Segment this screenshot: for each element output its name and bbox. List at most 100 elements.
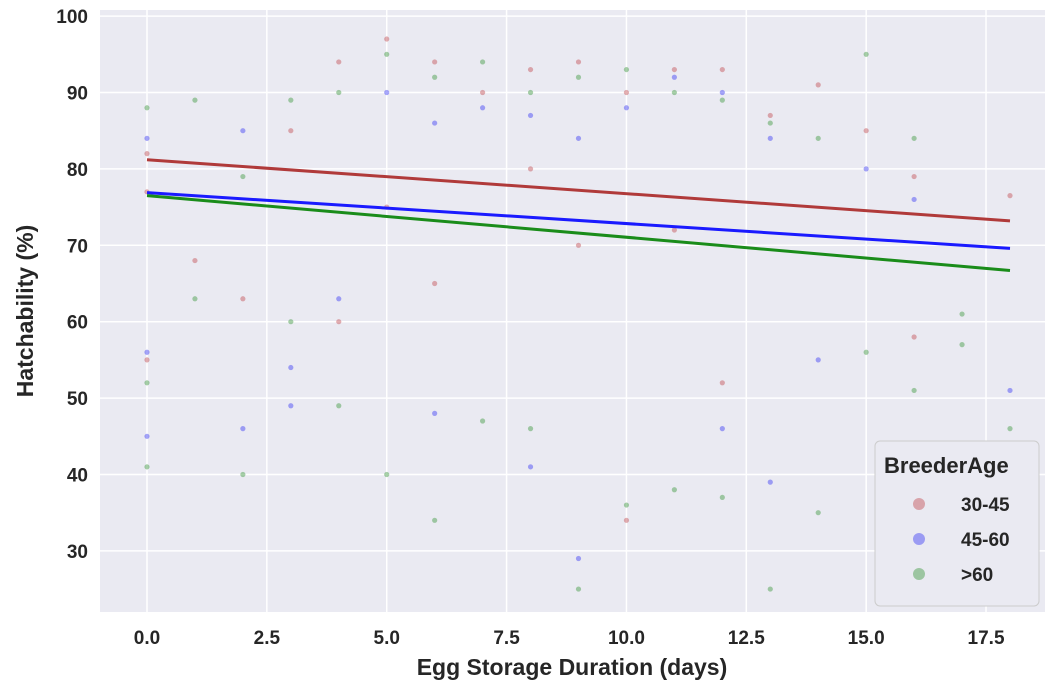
x-tick-label: 2.5 (254, 628, 281, 649)
point (240, 128, 246, 134)
point (240, 471, 246, 478)
point (432, 120, 438, 126)
x-tick-label: 5.0 (374, 628, 400, 649)
point (144, 380, 150, 386)
point (719, 89, 725, 96)
legend-label: 45-60 (961, 530, 1010, 551)
point (575, 586, 582, 592)
point (480, 89, 486, 96)
point (863, 349, 869, 355)
point (863, 166, 869, 172)
legend-marker (913, 533, 925, 545)
point (719, 66, 725, 73)
point (240, 296, 246, 302)
point (336, 89, 342, 96)
point (432, 410, 438, 416)
point (336, 403, 342, 409)
point (719, 494, 725, 501)
point (959, 311, 965, 317)
y-axis-label: Hatchability (%) (12, 225, 38, 398)
point (815, 135, 821, 141)
point (911, 334, 917, 340)
point (288, 364, 294, 371)
point (671, 74, 677, 80)
point (623, 502, 630, 508)
legend-box (874, 440, 1040, 607)
point (384, 89, 390, 96)
point (527, 66, 534, 73)
point (288, 128, 294, 134)
point (767, 135, 773, 141)
point (384, 36, 390, 42)
regression-line (146, 158, 1011, 223)
point (384, 471, 390, 478)
point (623, 89, 630, 96)
point (719, 97, 725, 103)
x-tick-label: 10.0 (608, 628, 645, 649)
point (480, 105, 486, 111)
point (240, 173, 246, 180)
point (240, 426, 246, 432)
point (480, 418, 486, 424)
x-tick-label: 15.0 (848, 628, 885, 649)
point (575, 242, 582, 248)
point (527, 426, 534, 432)
point (719, 380, 725, 386)
y-tick-label: 40 (67, 465, 88, 486)
point (527, 89, 534, 96)
point (288, 319, 294, 325)
point (911, 173, 917, 180)
point (623, 66, 630, 73)
point (527, 464, 534, 470)
point (575, 59, 582, 65)
point (384, 51, 390, 57)
legend-marker (913, 498, 925, 510)
point (336, 319, 342, 325)
point (527, 112, 534, 119)
y-tick-label: 80 (67, 160, 88, 181)
point (1007, 193, 1013, 199)
point (288, 97, 294, 103)
y-tick-label: 100 (56, 7, 88, 28)
point (432, 280, 438, 287)
point (671, 89, 677, 96)
point (863, 128, 869, 134)
legend-label: 30-45 (961, 495, 1010, 516)
point (767, 112, 773, 119)
point (144, 349, 150, 355)
point (288, 403, 294, 409)
y-tick-label: 70 (67, 236, 88, 257)
point (623, 105, 630, 111)
point (144, 433, 150, 439)
point (623, 517, 630, 523)
x-tick-label: 17.5 (968, 628, 1005, 649)
point (815, 82, 821, 88)
point (1007, 387, 1013, 394)
point (192, 257, 198, 264)
point (432, 517, 438, 523)
point (911, 135, 917, 141)
point (959, 342, 965, 348)
point (815, 357, 821, 363)
legend-label: >60 (961, 565, 993, 586)
point (767, 479, 773, 485)
point (144, 151, 150, 157)
x-tick-label: 7.5 (493, 628, 520, 649)
x-tick-label: 12.5 (728, 628, 765, 649)
point (1007, 426, 1013, 432)
point (192, 296, 198, 302)
point (575, 135, 582, 141)
point (911, 196, 917, 203)
legend-title: BreederAge (884, 453, 1009, 478)
point (767, 120, 773, 126)
point (336, 296, 342, 302)
point (575, 555, 582, 562)
point (480, 59, 486, 65)
y-tick-label: 30 (67, 542, 88, 563)
point (192, 97, 198, 103)
point (767, 586, 773, 592)
point (144, 357, 150, 363)
point (527, 166, 534, 172)
regression-line (146, 191, 1011, 250)
